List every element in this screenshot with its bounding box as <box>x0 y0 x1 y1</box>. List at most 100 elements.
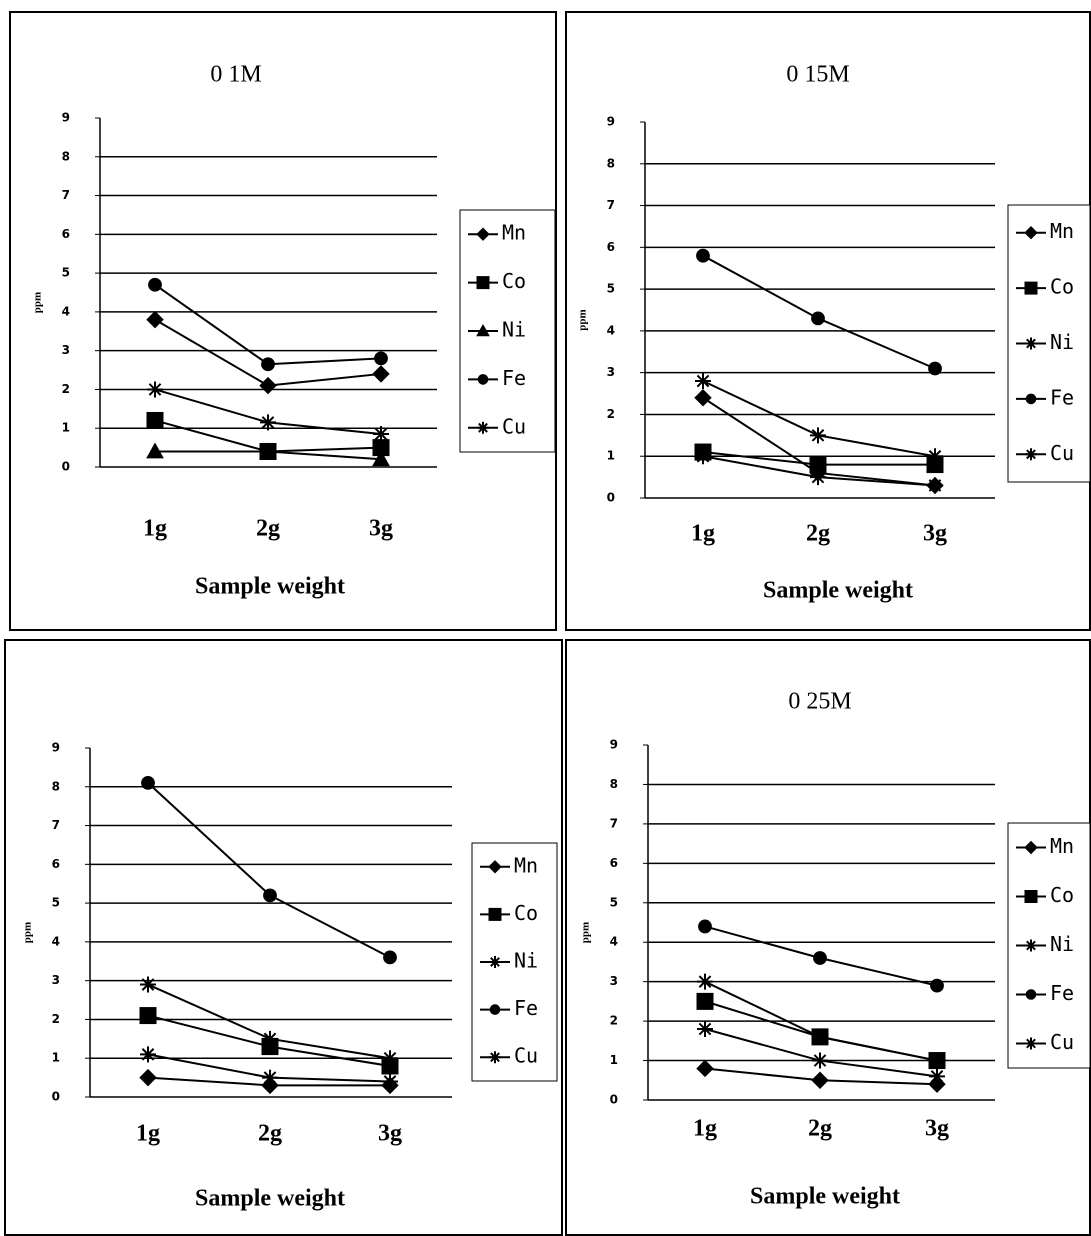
x-tick-label: 3g <box>923 521 947 547</box>
y-tick-label: 5 <box>610 895 618 909</box>
marker <box>375 352 388 365</box>
marker <box>697 993 713 1009</box>
x-tick-label: 2g <box>808 1116 832 1142</box>
marker <box>382 1050 398 1066</box>
y-tick-label: 4 <box>610 935 618 949</box>
y-tick-label: 6 <box>607 240 615 254</box>
x-axis-label: Sample weight <box>763 578 913 604</box>
y-axis-label: ppm <box>577 309 589 330</box>
legend-label: Mn <box>514 853 538 877</box>
y-tick-label: 5 <box>62 266 70 280</box>
legend-label: Mn <box>502 221 526 245</box>
marker <box>695 448 711 464</box>
y-tick-label: 1 <box>62 421 70 435</box>
y-tick-label: 7 <box>52 818 60 832</box>
legend-marker <box>477 277 489 289</box>
marker <box>260 378 276 394</box>
marker <box>814 952 827 965</box>
y-tick-label: 3 <box>62 343 70 357</box>
marker <box>810 469 826 485</box>
legend-label: Cu <box>1050 441 1074 465</box>
y-tick-label: 0 <box>62 460 70 474</box>
marker <box>147 381 163 397</box>
legend-label: Cu <box>1050 1030 1074 1054</box>
marker <box>810 427 826 443</box>
marker <box>373 366 389 382</box>
marker <box>262 1031 278 1047</box>
series-line <box>703 381 935 456</box>
y-tick-label: 9 <box>610 738 618 752</box>
legend-label: Fe <box>1050 385 1074 409</box>
y-tick-label: 1 <box>52 1051 60 1065</box>
y-tick-label: 3 <box>52 973 60 987</box>
y-tick-label: 9 <box>62 111 70 125</box>
y-tick-label: 4 <box>52 934 60 948</box>
chart-title: 0 1M <box>210 62 261 88</box>
y-tick-label: 0 <box>52 1090 60 1104</box>
marker <box>147 312 163 328</box>
marker <box>695 390 711 406</box>
legend-marker <box>490 1005 500 1015</box>
marker <box>264 889 277 902</box>
marker <box>382 1073 398 1089</box>
marker <box>812 1053 828 1069</box>
y-tick-label: 8 <box>607 156 615 170</box>
marker <box>697 1021 713 1037</box>
series-line <box>155 320 381 386</box>
marker <box>140 1008 156 1024</box>
marker <box>931 979 944 992</box>
marker <box>147 412 163 428</box>
y-tick-label: 4 <box>607 323 615 337</box>
legend-marker <box>1026 990 1036 1000</box>
legend-label: Fe <box>502 366 526 390</box>
marker <box>262 1070 278 1086</box>
legend-marker <box>1025 940 1037 952</box>
legend-label: Mn <box>1050 219 1074 243</box>
y-tick-label: 2 <box>607 407 615 421</box>
x-axis-label: Sample weight <box>195 574 345 600</box>
legend-label: Co <box>1050 883 1074 907</box>
y-tick-label: 6 <box>52 857 60 871</box>
legend-marker <box>1026 394 1036 404</box>
x-tick-label: 3g <box>378 1121 402 1147</box>
legend-label: Co <box>1050 275 1074 299</box>
legend-marker <box>1025 338 1037 350</box>
y-tick-label: 9 <box>607 115 615 129</box>
marker <box>812 1029 828 1045</box>
y-tick-label: 7 <box>607 198 615 212</box>
marker <box>699 920 712 933</box>
y-tick-label: 8 <box>52 779 60 793</box>
series-line <box>148 783 390 958</box>
x-tick-label: 2g <box>256 516 280 542</box>
y-tick-label: 6 <box>62 227 70 241</box>
y-tick-label: 0 <box>607 491 615 505</box>
y-tick-label: 7 <box>62 188 70 202</box>
y-tick-label: 7 <box>610 816 618 830</box>
x-axis-label: Sample weight <box>750 1184 900 1210</box>
legend-marker <box>489 1051 501 1063</box>
series-line <box>155 285 381 364</box>
x-tick-label: 1g <box>143 516 167 542</box>
chart-title: 0 15M <box>786 62 849 88</box>
y-tick-label: 1 <box>607 449 615 463</box>
y-tick-label: 2 <box>610 1014 618 1028</box>
legend-label: Fe <box>514 996 538 1020</box>
y-tick-label: 3 <box>607 365 615 379</box>
legend-marker <box>478 375 488 385</box>
marker <box>142 777 155 790</box>
marker <box>262 358 275 371</box>
x-tick-label: 1g <box>136 1121 160 1147</box>
legend-marker <box>1025 282 1037 294</box>
legend-label: Mn <box>1050 834 1074 858</box>
legend-marker <box>1025 1038 1037 1050</box>
x-tick-label: 2g <box>806 521 830 547</box>
marker <box>929 1053 945 1069</box>
y-tick-label: 4 <box>62 304 70 318</box>
legend-label: Ni <box>1050 932 1074 956</box>
y-tick-label: 9 <box>52 741 60 755</box>
y-tick-label: 3 <box>610 974 618 988</box>
marker <box>697 249 710 262</box>
marker <box>927 448 943 464</box>
marker <box>929 362 942 375</box>
y-tick-label: 1 <box>610 1053 618 1067</box>
